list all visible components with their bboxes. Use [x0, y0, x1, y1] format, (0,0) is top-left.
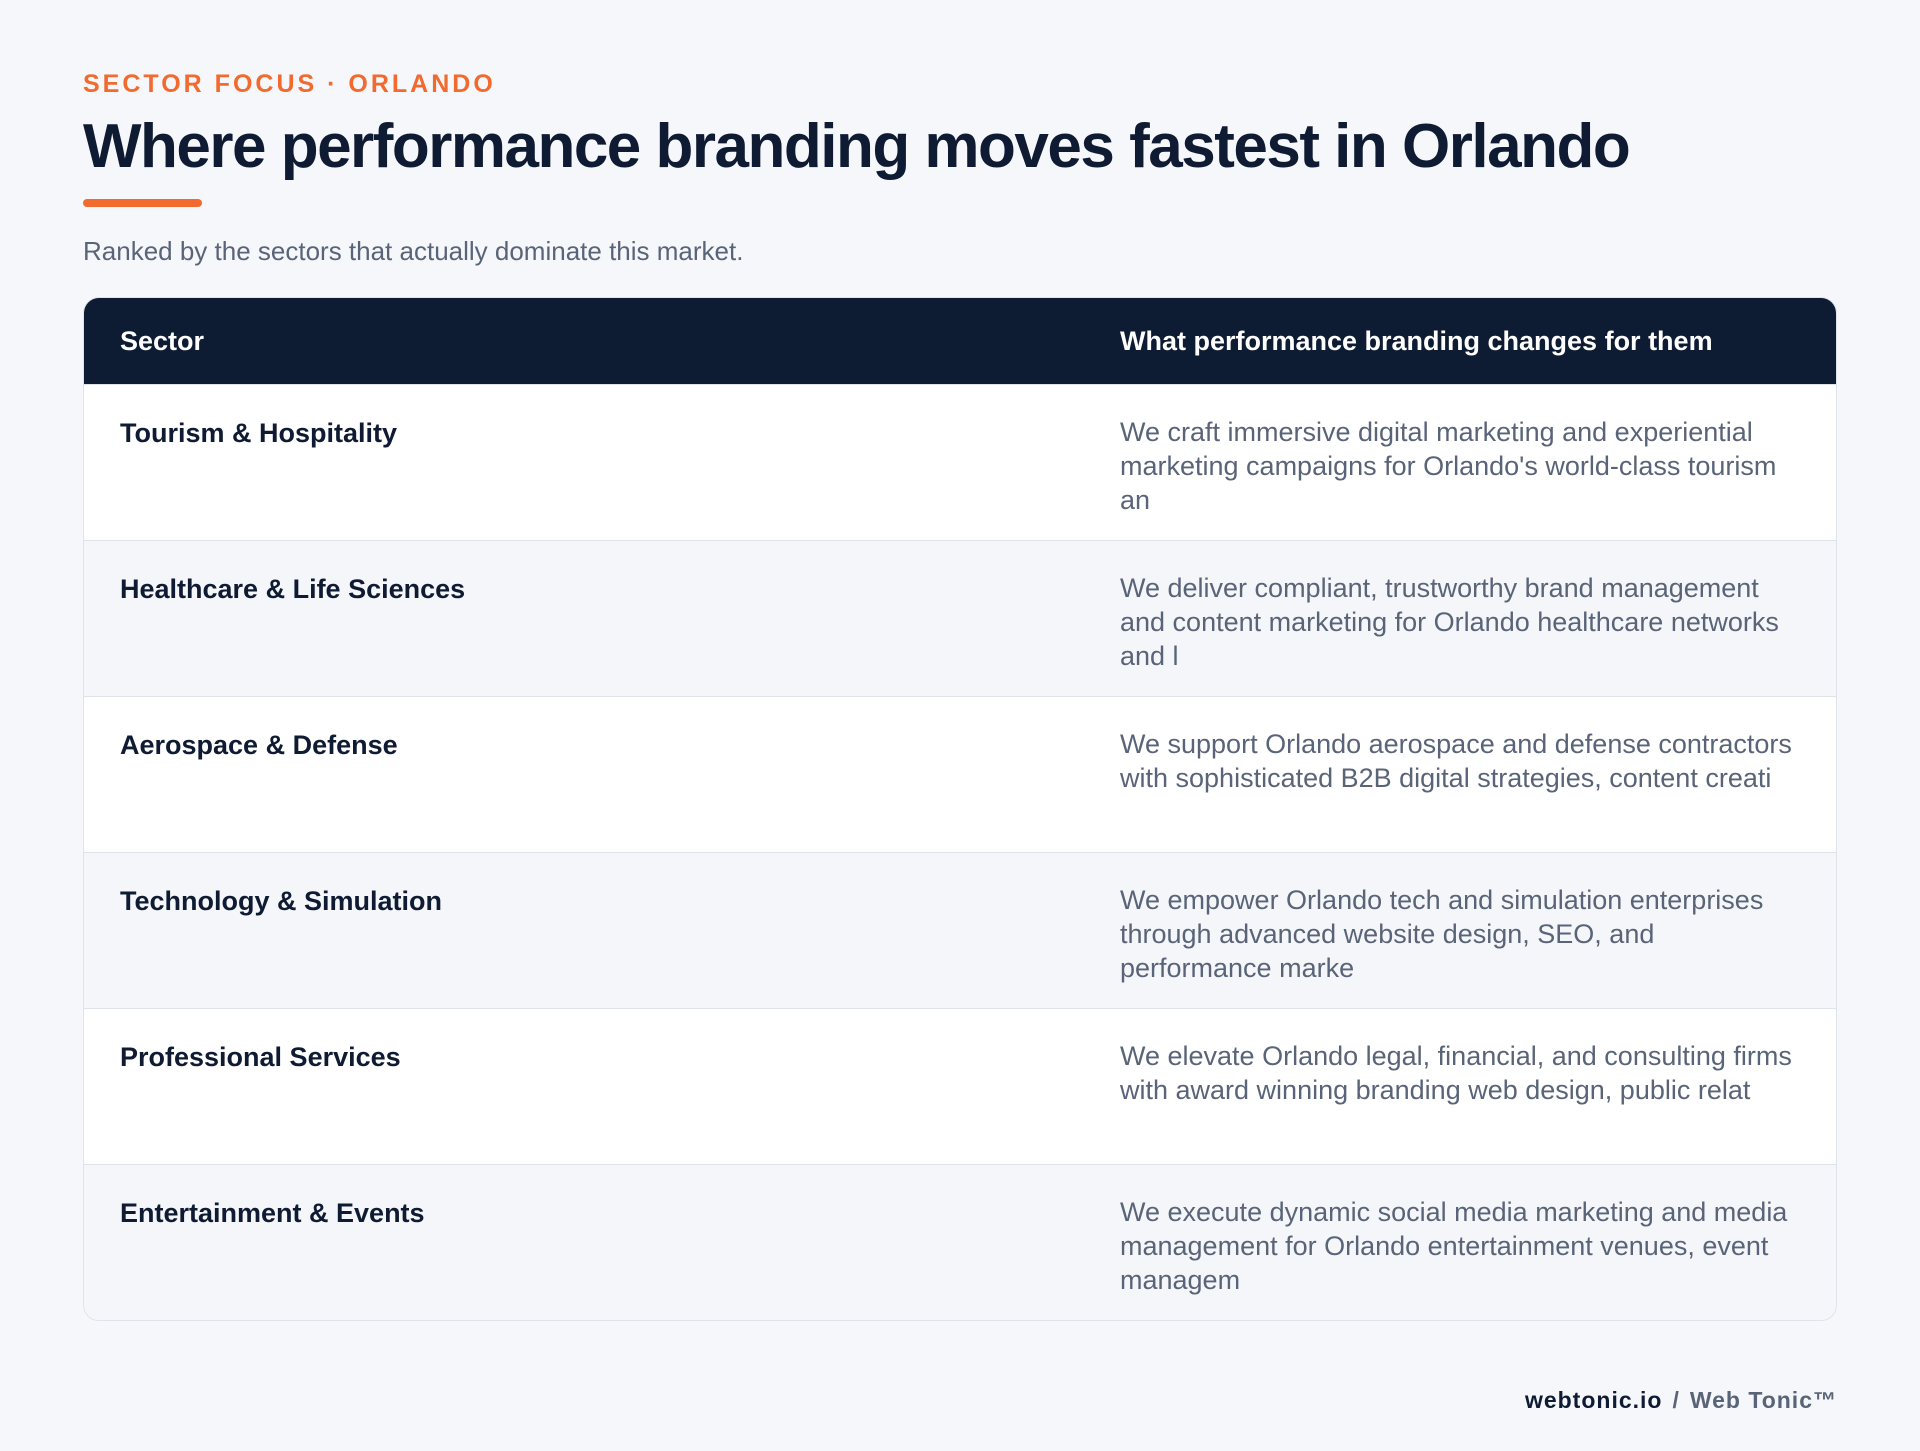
sector-description: We empower Orlando tech and simulation e… — [1120, 885, 1764, 983]
sector-description: We execute dynamic social media marketin… — [1120, 1197, 1788, 1295]
table-row: Healthcare & Life Sciences We deliver co… — [84, 540, 1836, 696]
footer-brand: Web Tonic™ — [1689, 1387, 1837, 1413]
column-header-sector: Sector — [120, 325, 205, 356]
sector-name: Entertainment & Events — [120, 1198, 425, 1228]
footer-separator: / — [1672, 1387, 1680, 1413]
eyebrow-label: SECTOR FOCUS · ORLANDO — [83, 70, 496, 98]
title-accent-bar — [83, 199, 202, 207]
page-title: Where performance branding moves fastest… — [83, 112, 1631, 181]
table-row: Entertainment & Events We execute dynami… — [84, 1164, 1836, 1320]
sector-name: Professional Services — [120, 1042, 401, 1072]
table-header: Sector What performance branding changes… — [84, 298, 1836, 384]
table-row: Aerospace & Defense We support Orlando a… — [84, 696, 1836, 852]
table-row: Professional Services We elevate Orlando… — [84, 1008, 1836, 1164]
sector-name: Healthcare & Life Sciences — [120, 574, 466, 604]
column-header-description: What performance branding changes for th… — [1120, 325, 1713, 356]
footer-domain: webtonic.io — [1524, 1387, 1663, 1413]
sector-name: Technology & Simulation — [120, 886, 443, 916]
sector-description: We support Orlando aerospace and defense… — [1120, 729, 1792, 793]
page-subtitle: Ranked by the sectors that actually domi… — [83, 236, 744, 266]
table-row: Technology & Simulation We empower Orlan… — [84, 852, 1836, 1008]
table-row: Tourism & Hospitality We craft immersive… — [84, 384, 1836, 540]
sector-description: We craft immersive digital marketing and… — [1120, 417, 1777, 515]
sector-name: Aerospace & Defense — [120, 730, 398, 760]
sector-description: We deliver compliant, trustworthy brand … — [1120, 573, 1779, 671]
sector-name: Tourism & Hospitality — [120, 418, 398, 448]
footer-credit: webtonic.io / Web Tonic™ — [1525, 1387, 1837, 1414]
sector-table: Sector What performance branding changes… — [83, 297, 1837, 1321]
sector-description: We elevate Orlando legal, financial, and… — [1120, 1041, 1792, 1105]
